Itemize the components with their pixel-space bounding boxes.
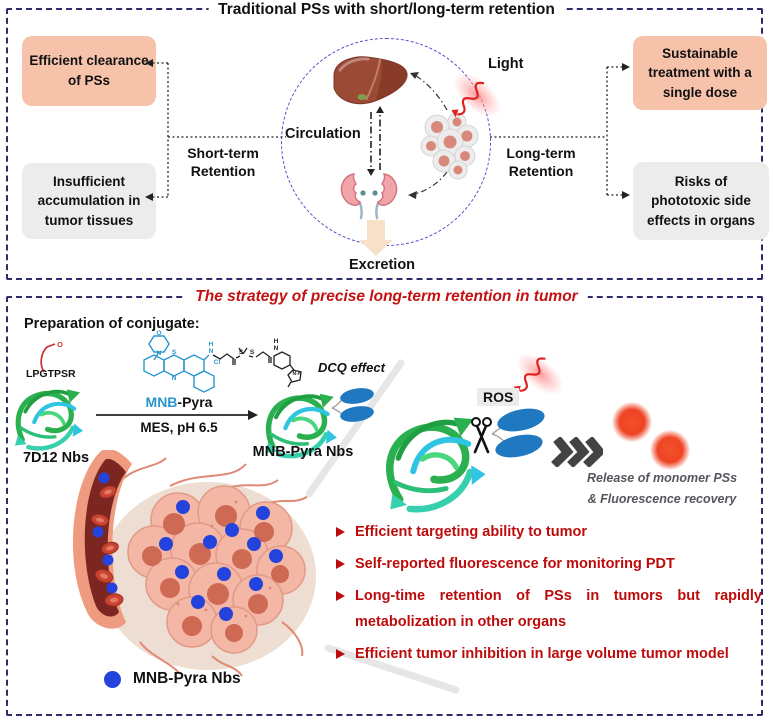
mnb-pyra-structure: O N S N N H Cl S S N H N-N <box>143 330 302 393</box>
top-panel-title: Traditional PSs with short/long-term ret… <box>208 1 565 19</box>
atom-nn: N-N <box>293 371 302 377</box>
atom-h1: H <box>209 341 214 348</box>
prep-heading: Preparation of conjugate: <box>24 316 200 332</box>
ros-label: ROS <box>477 388 520 406</box>
box-sustainable-treatment-label: Sustainable treatment with a single dose <box>648 45 752 100</box>
legend: MNB-Pyra Nbs <box>104 670 241 688</box>
reactant-label: 7D12 Nbs <box>22 450 90 466</box>
released-ps-dot-2 <box>644 424 696 476</box>
peptide-bond-icon: O <box>40 340 63 373</box>
box-sustainable-treatment: Sustainable treatment with a single dose <box>633 36 767 110</box>
box-insufficient-accumulation: Insufficient accumulation in tumor tissu… <box>22 163 156 239</box>
scissors-icon <box>471 417 492 454</box>
atom-o2: O <box>57 340 63 349</box>
reagent-label: MNB-Pyra <box>100 394 258 410</box>
reagent-rest: -Pyra <box>177 394 213 410</box>
box-insufficient-accumulation-label: Insufficient accumulation in tumor tissu… <box>37 173 141 228</box>
atom-n4: N <box>274 345 279 352</box>
atom-n1: N <box>157 350 162 357</box>
arrow-bullet-icon <box>336 591 345 601</box>
light-label: Light <box>488 56 524 72</box>
atom-o1: O <box>156 330 161 337</box>
bullet-text-3: Long-time retention of PSs in tumors but… <box>355 588 762 630</box>
bottom-title-suffix: in tumor <box>511 288 578 305</box>
arrow-bullet-icon <box>336 527 345 537</box>
bottom-title-emphasis: precise long-term retention <box>310 288 512 305</box>
fast-forward-chevrons-icon <box>551 437 603 467</box>
bullet-text-4: Efficient tumor inhibition in large volu… <box>355 646 729 662</box>
box-efficient-clearance: Efficient clearance of PSs <box>22 36 156 106</box>
list-item: Long-time retention of PSs in tumors but… <box>334 583 762 635</box>
release-caption: Release of monomer PSs & Fluorescence re… <box>556 468 768 510</box>
long-term-retention-label: Long-term Retention <box>506 145 576 180</box>
atom-s2: S <box>239 349 244 356</box>
bullet-text-1: Efficient targeting ability to tumor <box>355 524 588 540</box>
product-label: MNB-Pyra Nbs <box>252 444 354 460</box>
peptide-tag-label: LPGTPSR <box>26 368 76 380</box>
list-item: Efficient tumor inhibition in large volu… <box>334 641 762 667</box>
atom-n3: N <box>209 348 214 355</box>
list-item: Self-reported fluorescence for monitorin… <box>334 551 762 577</box>
atom-s1: S <box>172 349 177 356</box>
nanobody-7d12-ribbon <box>12 380 86 458</box>
legend-dot-icon <box>104 670 121 688</box>
tumor-vessel-illustration <box>72 450 316 677</box>
box-phototoxic-risks: Risks of phototoxic side effects in orga… <box>633 162 769 240</box>
arrow-bullet-icon <box>336 649 345 659</box>
atom-h2: H <box>274 338 279 345</box>
box-efficient-clearance-label: Efficient clearance of PSs <box>29 53 149 88</box>
short-term-retention-label: Short-term Retention <box>187 145 259 180</box>
atom-s3: S <box>250 349 255 356</box>
release-line2: & Fluorescence recovery <box>587 492 737 506</box>
bullet-text-2: Self-reported fluorescence for monitorin… <box>355 556 675 572</box>
release-line1: Release of monomer PSs <box>586 471 738 485</box>
legend-label: MNB-Pyra Nbs <box>133 670 241 687</box>
tumor-cells-cluster-icon <box>420 112 479 180</box>
reagent-mnb: MNB <box>145 394 178 410</box>
bottom-panel-title: The strategy of precise long-term retent… <box>185 288 588 306</box>
box-phototoxic-risks-label: Risks of phototoxic side effects in orga… <box>646 173 756 228</box>
excretion-label: Excretion <box>348 257 416 273</box>
reaction-conditions: MES, pH 6.5 <box>140 420 218 435</box>
dcq-effect-label: DCQ effect <box>318 360 385 375</box>
list-item: Efficient targeting ability to tumor <box>334 519 762 545</box>
arrow-bullet-icon <box>336 559 345 569</box>
kidneys-icon <box>340 173 398 220</box>
atom-cl: Cl <box>214 359 221 366</box>
key-findings-list: Efficient targeting ability to tumor Sel… <box>334 519 762 673</box>
light-beam-icon <box>451 81 485 118</box>
cleaved-ps-dimer-icon <box>491 408 545 458</box>
liver-icon <box>333 56 408 105</box>
atom-n2: N <box>172 375 177 382</box>
circulation-label: Circulation <box>285 126 361 142</box>
bottom-title-prefix: The strategy of <box>195 288 311 305</box>
